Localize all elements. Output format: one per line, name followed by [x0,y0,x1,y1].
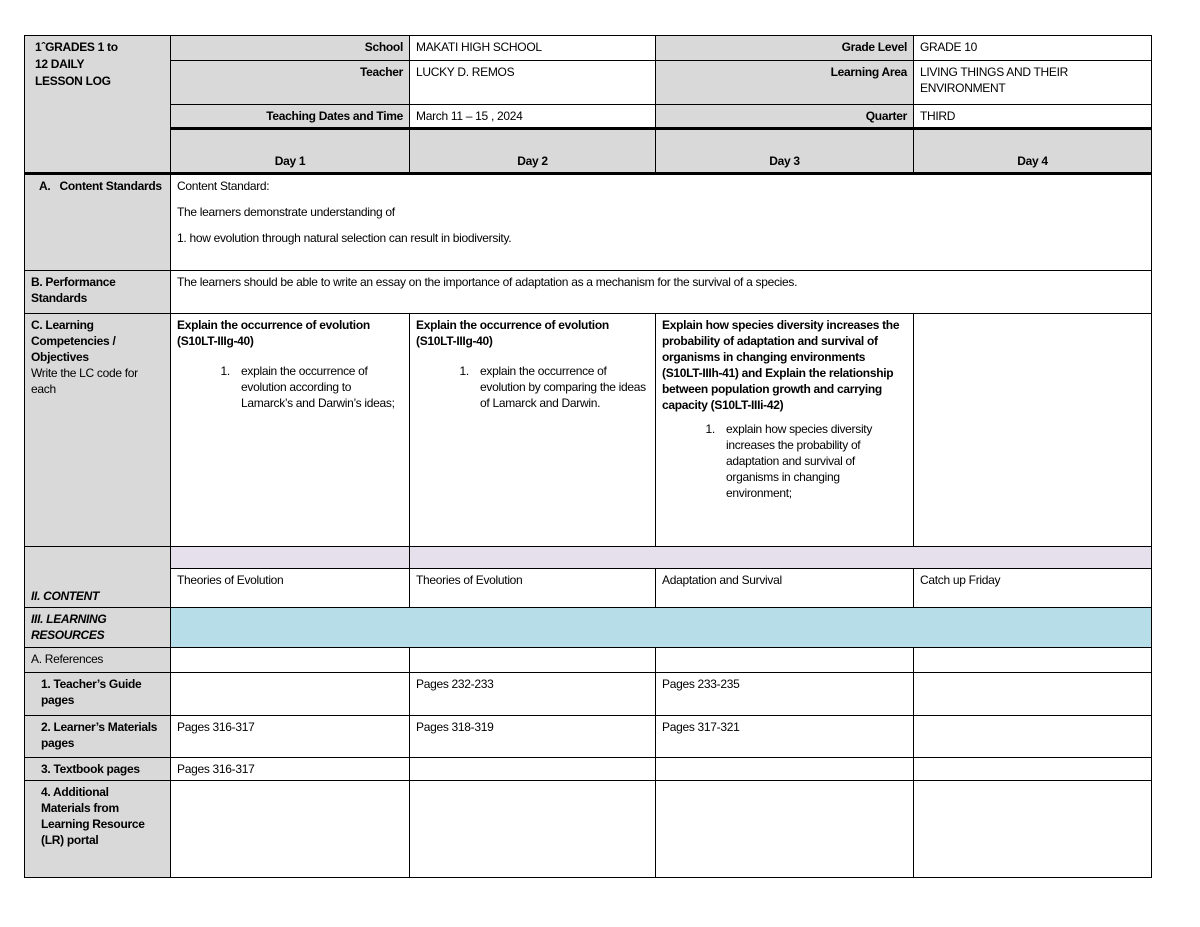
tg-day-4 [913,672,1152,716]
teacher-label: Teacher [170,60,410,105]
cs-line2: The learners demonstrate understanding o… [177,205,395,219]
dates-value: March 11 – 15 , 2024 [409,104,656,129]
competencies-sub: Write the LC code for each [31,366,138,396]
competencies-label: C. Learning Competencies / Objectives Wri… [24,313,171,547]
tb-day-1: Pages 316-317 [170,757,410,781]
performance-standards-label: B. Performance Standards [24,270,171,314]
learning-resources-band [170,607,1152,648]
content-day-1: Theories of Evolution [170,568,410,608]
competency-day-3: Explain how species diversity increases … [655,313,914,547]
competency-item: explain the occurrence of evolution acco… [233,363,403,411]
competency-item: explain how species diversity increases … [718,421,907,501]
competency-day-4 [913,313,1152,547]
day-1-header: Day 1 [170,127,410,174]
competency-day-2: Explain the occurrence of evolution (S10… [409,313,656,547]
grade-value: GRADE 10 [913,35,1152,61]
content-standards-text: Content Standard: The learners demonstra… [170,172,1152,271]
tg-day-1 [170,672,410,716]
competency-head: Explain the occurrence of evolution (S10… [177,318,370,348]
content-label-cell: II. CONTENT [24,546,171,608]
spacer-cell [170,546,410,569]
quarter-value: THIRD [913,104,1152,129]
lesson-log-table: 1ˆGRADES 1 to 12 DAILY LESSON LOG School… [24,35,1152,878]
content-day-2: Theories of Evolution [409,568,656,608]
tg-day-2: Pages 232-233 [409,672,656,716]
tb-label: 3. Textbook pages [24,757,171,781]
lm-day-2: Pages 318-319 [409,715,656,758]
document-title: 1ˆGRADES 1 to 12 DAILY LESSON LOG [24,35,171,174]
dates-label: Teaching Dates and Time [170,104,410,129]
content-label: II. CONTENT [31,589,100,603]
lm-day-1: Pages 316-317 [170,715,410,758]
content-standards-label: A. Content Standards [24,172,171,271]
cs-line3: 1. how evolution through natural selecti… [177,231,512,245]
tb-day-3 [655,757,914,781]
competency-day-1: Explain the occurrence of evolution (S10… [170,313,410,547]
lm-label: 2. Learner’s Materials pages [24,715,171,758]
content-day-4: Catch up Friday [913,568,1152,608]
learning-resources-label: III. LEARNING RESOURCES [24,607,171,648]
tb-day-4 [913,757,1152,781]
competency-head: Explain the occurrence of evolution (S10… [416,318,609,348]
lm-day-4 [913,715,1152,758]
content-day-3: Adaptation and Survival [655,568,914,608]
day-2-header: Day 2 [409,127,656,174]
day-4-header: Day 4 [913,127,1152,174]
school-label: School [170,35,410,61]
tg-label: 1. Teacher’s Guide pages [24,672,171,716]
label-letter: A. [39,179,51,193]
competency-head: Explain how species diversity increases … [662,318,900,412]
spacer-cell [409,546,1152,569]
lm-day-3: Pages 317-321 [655,715,914,758]
references-label: A. References [24,647,171,673]
additional-materials-label: 4. Additional Materials from Learning Re… [24,780,171,878]
school-value: MAKATI HIGH SCHOOL [409,35,656,61]
area-value: LIVING THINGS AND THEIR ENVIRONMENT [913,60,1152,105]
tb-day-2 [409,757,656,781]
area-label: Learning Area [655,60,914,105]
grade-label: Grade Level [655,35,914,61]
quarter-label: Quarter [655,104,914,129]
competencies-title: C. Learning Competencies / Objectives [31,318,116,364]
competency-item: explain the occurrence of evolution by c… [472,363,649,411]
teacher-value: LUCKY D. REMOS [409,60,656,105]
performance-standards-text: The learners should be able to write an … [170,270,1152,314]
cs-line1: Content Standard: [177,179,270,193]
day-3-header: Day 3 [655,127,914,174]
label-text: Content Standards [59,179,163,193]
tg-day-3: Pages 233-235 [655,672,914,716]
